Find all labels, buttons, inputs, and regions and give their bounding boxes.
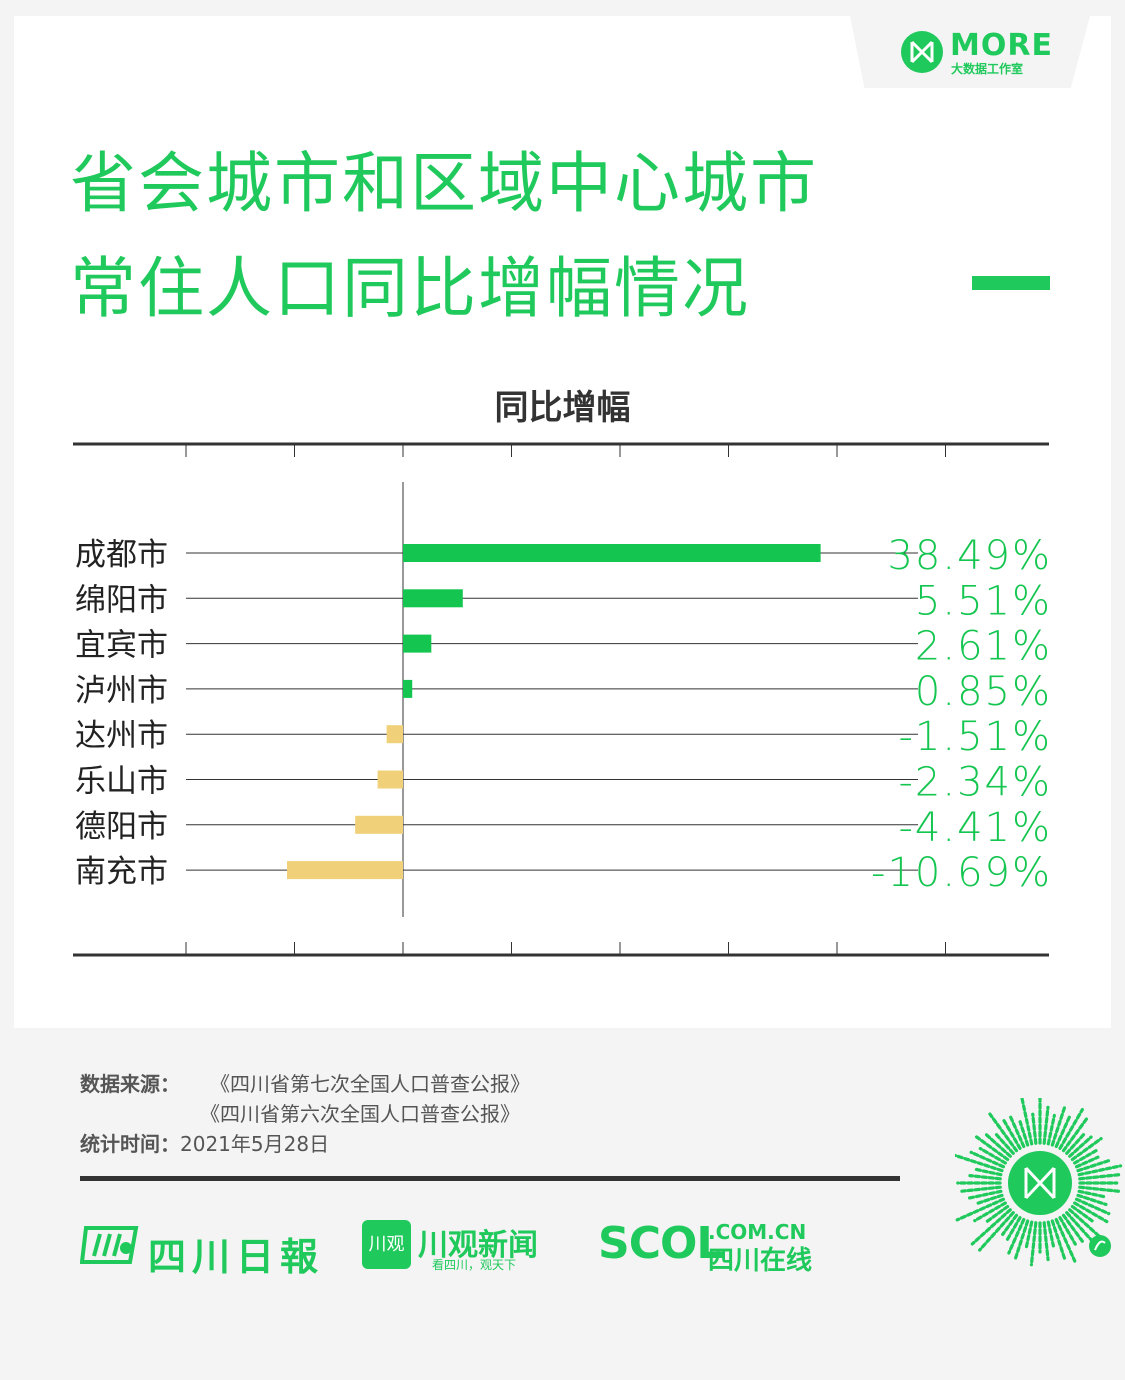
- scol-domain: .COM.CN: [708, 1220, 807, 1244]
- value-label: 0.85%: [915, 669, 1052, 715]
- footer-divider: [80, 1176, 900, 1181]
- page-title-line1: 省会城市和区域中心城市: [70, 145, 818, 222]
- chart-title: 同比增幅: [494, 388, 631, 428]
- brand-subtitle: 大数据工作室: [951, 62, 1024, 76]
- bar: [287, 861, 403, 880]
- bar: [403, 634, 432, 653]
- value-label: -4.41%: [898, 805, 1052, 851]
- chuanguan-box: 川观: [362, 1220, 411, 1269]
- category-label: 泸州市: [75, 673, 168, 709]
- value-label: 2.61%: [915, 624, 1052, 670]
- scol-main: SCOL: [598, 1218, 724, 1269]
- brand-tab: [850, 16, 1090, 88]
- bar: [403, 544, 821, 562]
- category-label: 达州市: [75, 718, 168, 754]
- value-label: -10.69%: [871, 850, 1052, 896]
- bar: [355, 815, 403, 834]
- date-label: 统计时间：: [80, 1132, 180, 1156]
- page-title-line2: 常住人口同比增幅情况: [70, 250, 750, 327]
- stat-date: 2021年5月28日: [180, 1132, 330, 1156]
- category-label: 宜宾市: [75, 628, 168, 664]
- more-logo-icon: [901, 31, 943, 73]
- source-label: 数据来源：: [80, 1072, 180, 1096]
- bar: [386, 725, 403, 744]
- mini-program-code-icon[interactable]: [955, 1098, 1125, 1268]
- source-line-1: 《四川省第七次全国人口普查公报》: [210, 1072, 530, 1096]
- brand-name: MORE: [950, 28, 1053, 63]
- sichuan-daily-text: 四川日報: [148, 1234, 325, 1279]
- title-decoration: [972, 276, 1050, 290]
- chuanguan-slogan: 看四川，观天下: [432, 1258, 517, 1272]
- category-label: 南充市: [75, 854, 168, 890]
- value-label: -1.51%: [898, 714, 1052, 760]
- sichuan-daily-logo: 四川日報: [79, 1218, 318, 1279]
- category-label: 德阳市: [75, 809, 168, 845]
- category-label: 乐山市: [75, 764, 168, 800]
- bar: [403, 589, 463, 608]
- value-label: -2.34%: [898, 760, 1052, 806]
- bar: [403, 679, 413, 698]
- category-label: 绵阳市: [75, 582, 168, 618]
- source-line-2: 《四川省第六次全国人口普查公报》: [200, 1102, 520, 1126]
- category-label: 成都市: [75, 537, 168, 573]
- value-label: 38.49%: [887, 533, 1052, 579]
- chart-card: [14, 16, 1111, 1028]
- bar-chart: 成都市 38.49% 绵阳市 5.51% 宜宾市 2.61% 泸州市 0.85% 达州市 -1.5…: [73, 442, 1052, 957]
- value-label: 5.51%: [915, 578, 1052, 624]
- sichuan-daily-emblem-icon: [79, 1226, 139, 1264]
- bar: [377, 770, 403, 789]
- scol-cn: 四川在线: [708, 1246, 813, 1276]
- chuanguan-name: 川观新闻: [418, 1228, 538, 1263]
